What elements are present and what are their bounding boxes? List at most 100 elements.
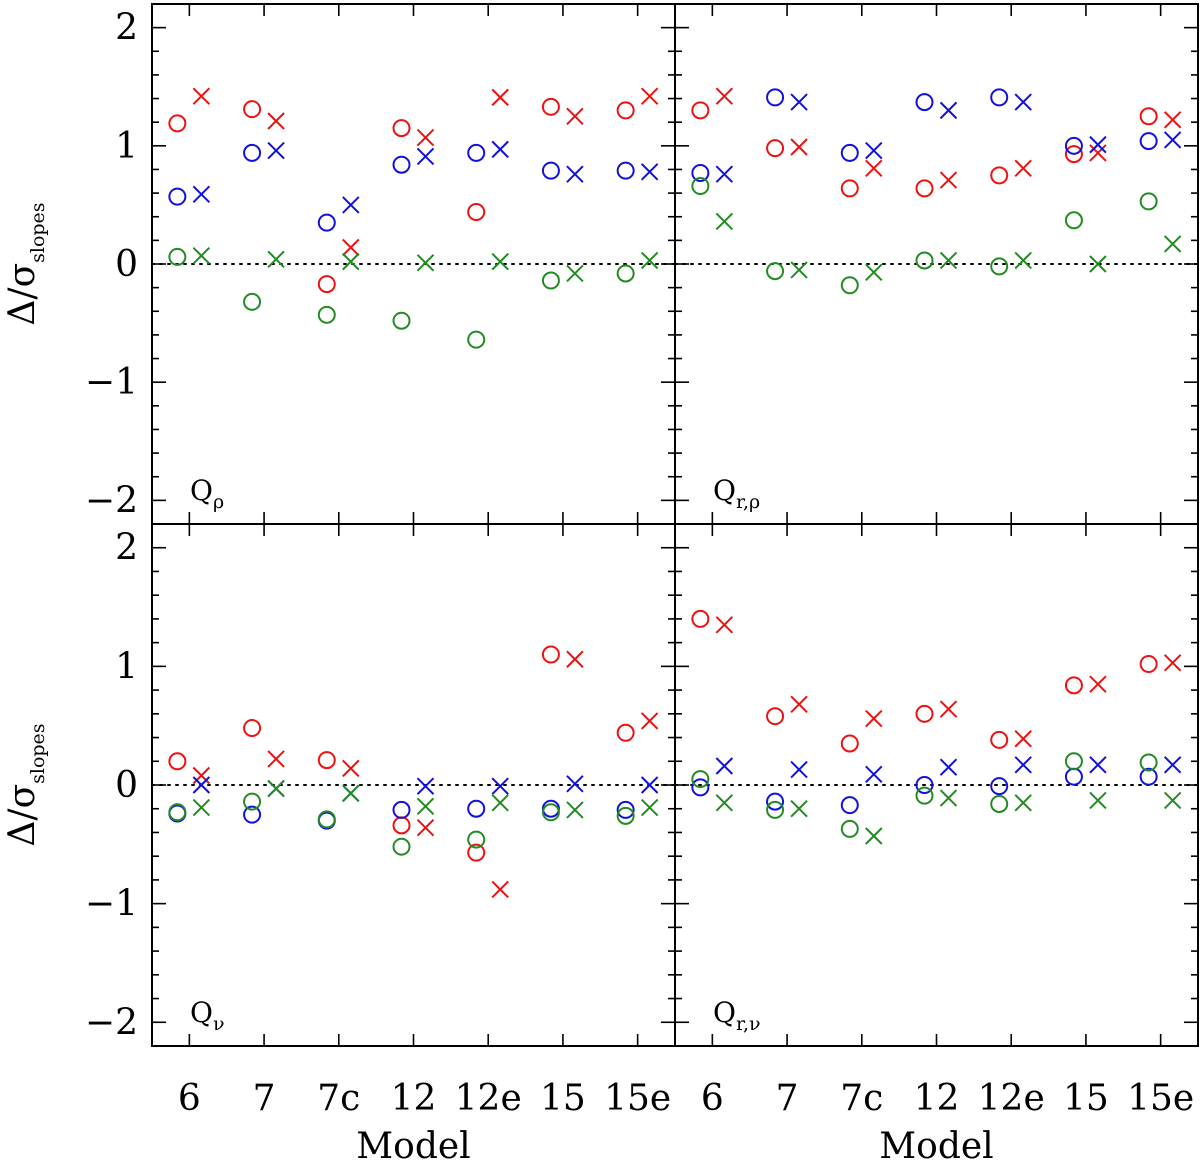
data-point-cross — [865, 827, 883, 845]
data-point-cross — [192, 247, 211, 265]
data-point-circle — [392, 311, 411, 330]
y-tick-label: 1 — [115, 646, 138, 687]
data-point-circle — [392, 155, 411, 174]
data-point-cross — [1014, 794, 1032, 812]
panel-label: Qr,ν — [713, 996, 761, 1035]
panel-frame — [674, 3, 1199, 525]
panel-label-sub: r,ρ — [736, 491, 760, 513]
data-point-cross — [1089, 675, 1107, 693]
data-point-cross — [790, 93, 808, 111]
data-point-circle — [243, 143, 262, 162]
data-point-cross — [715, 794, 734, 812]
data-point-cross — [192, 776, 211, 794]
data-point-cross — [267, 250, 285, 268]
series-red-circle — [691, 101, 1158, 198]
data-point-cross — [192, 766, 211, 785]
data-point-cross — [192, 798, 211, 817]
data-point-cross — [640, 712, 659, 730]
y-tick-label: −2 — [85, 480, 138, 521]
data-point-circle — [766, 800, 785, 819]
data-point-cross — [416, 797, 435, 816]
data-point-cross — [640, 251, 659, 270]
data-point-cross — [192, 87, 211, 105]
panel-label-main: Q — [713, 996, 736, 1029]
data-point-circle — [840, 819, 859, 838]
data-point-cross — [491, 88, 509, 107]
series-blue-cross — [715, 93, 1182, 183]
data-point-circle — [243, 719, 262, 738]
data-point-circle — [616, 161, 635, 180]
y-tick-label: 0 — [115, 244, 138, 285]
data-point-cross — [1163, 756, 1182, 774]
data-point-cross — [491, 880, 509, 899]
data-point-circle — [467, 843, 486, 862]
data-point-cross — [715, 757, 734, 775]
data-point-cross — [640, 776, 659, 794]
data-point-cross — [939, 101, 958, 120]
data-point-circle — [1064, 676, 1083, 695]
series-blue-cross — [715, 756, 1182, 784]
y-axis-label-sub: slopes — [27, 723, 49, 783]
data-point-circle — [467, 830, 486, 849]
panel-label-main: Q — [190, 474, 213, 507]
data-point-circle — [691, 164, 710, 182]
y-axis-label: Δ/σslopes — [2, 202, 49, 325]
data-point-cross — [1163, 791, 1182, 810]
data-point-circle — [317, 305, 336, 324]
series-blue-cross — [192, 775, 659, 803]
data-point-cross — [1089, 135, 1107, 154]
data-point-cross — [1163, 654, 1182, 672]
data-point-circle — [168, 247, 187, 266]
series-green-circle — [691, 177, 1158, 295]
series-green-circle — [168, 792, 635, 856]
data-point-circle — [691, 609, 710, 628]
data-point-circle — [915, 786, 934, 805]
data-point-cross — [491, 252, 509, 271]
data-point-cross — [865, 159, 883, 177]
data-point-cross — [566, 650, 584, 668]
x-tick-label: 15e — [604, 1078, 671, 1119]
x-tick-label: 6 — [178, 1078, 201, 1119]
data-point-cross — [715, 212, 734, 231]
data-point-circle — [317, 213, 336, 232]
data-point-circle — [915, 776, 934, 794]
data-point-circle — [766, 792, 785, 811]
y-tick-label: −1 — [85, 362, 138, 403]
data-point-cross — [865, 263, 883, 281]
series-green-cross — [192, 247, 659, 283]
data-point-cross — [416, 819, 435, 837]
data-point-cross — [342, 252, 360, 271]
data-point-circle — [541, 161, 560, 180]
data-point-cross — [715, 165, 734, 183]
data-point-cross — [640, 163, 659, 181]
data-point-cross — [566, 107, 584, 125]
data-point-cross — [790, 138, 808, 156]
y-axis-label: Δ/σslopes — [2, 723, 49, 846]
y-tick-label: 2 — [115, 528, 138, 569]
y-tick-label: −1 — [85, 884, 138, 925]
data-point-cross — [342, 759, 360, 778]
data-point-cross — [939, 789, 958, 807]
data-point-circle — [168, 114, 187, 133]
data-point-cross — [342, 784, 360, 803]
panel-frame — [151, 523, 676, 1047]
data-point-circle — [616, 806, 635, 825]
data-point-circle — [616, 101, 635, 120]
panel-frame — [151, 3, 676, 525]
data-point-circle — [243, 292, 262, 311]
x-tick-label: 12 — [914, 1078, 960, 1119]
series-red-cross — [192, 650, 659, 899]
data-point-circle — [168, 752, 187, 771]
data-point-cross — [267, 779, 285, 798]
data-point-circle — [990, 166, 1009, 185]
data-point-circle — [1139, 654, 1158, 673]
data-point-cross — [790, 800, 808, 818]
series-red-circle — [168, 645, 635, 862]
data-point-circle — [990, 730, 1009, 749]
data-point-circle — [467, 203, 486, 221]
data-point-cross — [192, 185, 211, 203]
data-point-cross — [1163, 131, 1182, 149]
series-green-circle — [168, 247, 635, 349]
series-red-cross — [715, 616, 1182, 748]
data-point-circle — [1139, 192, 1158, 211]
